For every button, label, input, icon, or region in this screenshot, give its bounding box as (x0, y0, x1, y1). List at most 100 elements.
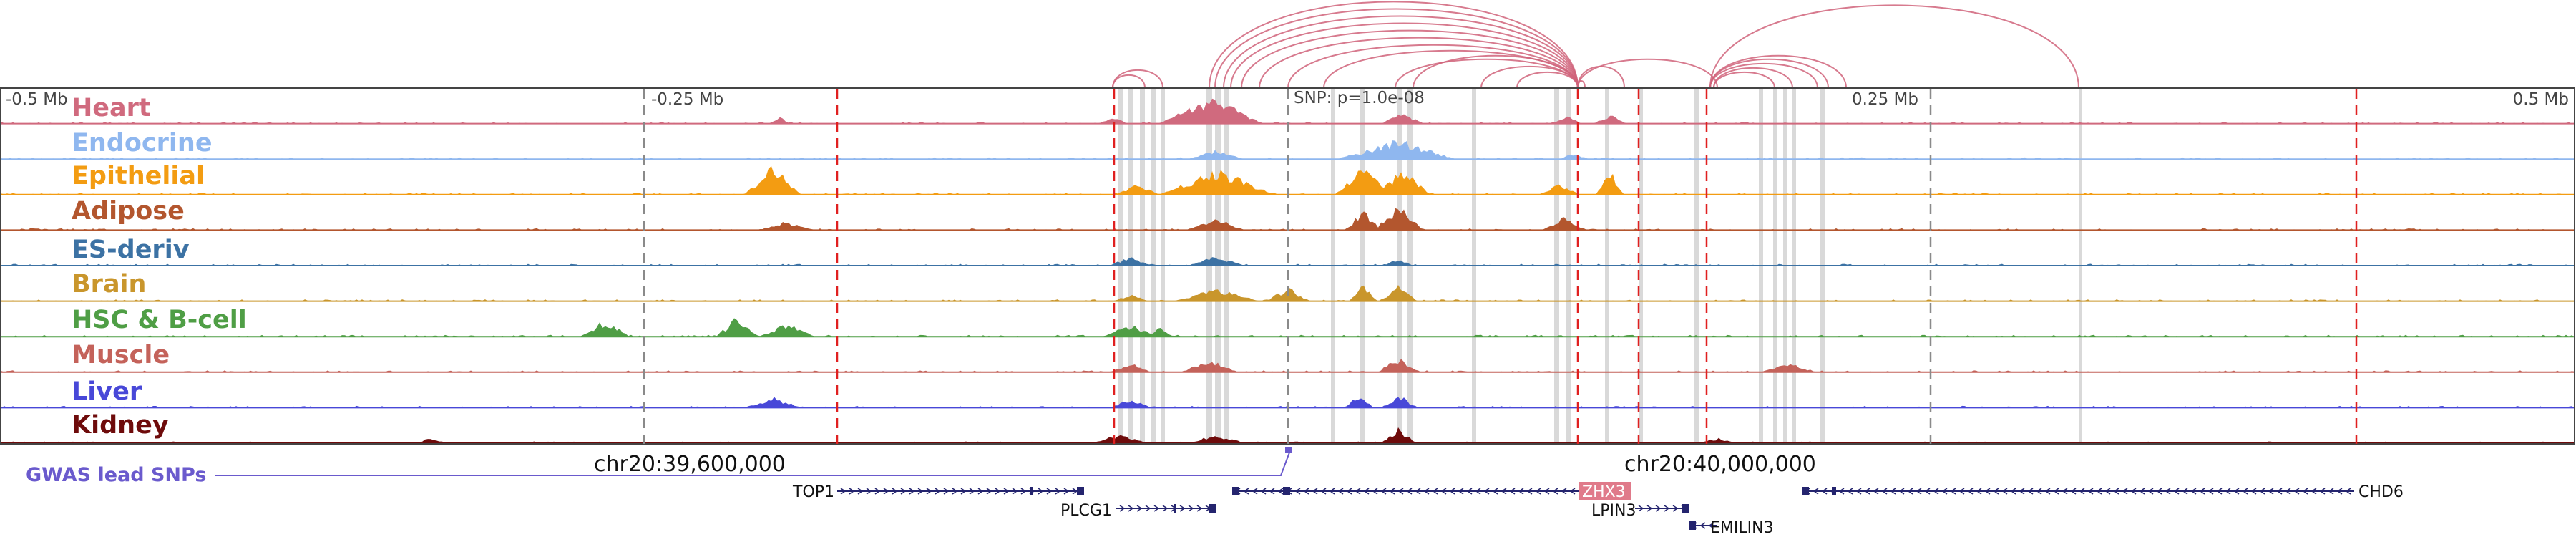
strand-arrow (1984, 488, 1991, 495)
strand-arrow (1569, 488, 1576, 495)
strand-arrow (1501, 488, 1507, 495)
strand-arrow (2070, 488, 2077, 495)
chromatin-loop (1241, 29, 1579, 89)
strand-arrow (1153, 505, 1160, 512)
strand-arrow (2044, 488, 2051, 495)
strand-arrow (1406, 488, 1413, 495)
gene-exon (1077, 487, 1084, 495)
strand-arrow (2104, 488, 2111, 495)
strand-arrow (1363, 488, 1370, 495)
strand-arrow (2027, 488, 2034, 495)
chromatin-loop (1230, 22, 1579, 89)
strand-arrow (2010, 488, 2016, 495)
strand-arrow (1492, 488, 1498, 495)
chromatin-loop (1413, 54, 1579, 89)
strand-arrow (1890, 488, 1896, 495)
strand-arrow (1260, 488, 1267, 495)
strand-arrow (874, 488, 881, 495)
strand-arrow (1543, 488, 1550, 495)
strand-arrow (1993, 488, 1999, 495)
chromatin-loop (1112, 69, 1163, 89)
strand-arrow (1397, 488, 1404, 495)
snp-pvalue-label: SNP: p=1.0e-08 (1294, 89, 1425, 107)
strand-arrow (866, 488, 872, 495)
strand-arrow (1708, 522, 1714, 529)
strand-arrow (1526, 488, 1533, 495)
strand-arrow (2259, 488, 2265, 495)
strand-arrow (1372, 488, 1378, 495)
strand-arrow (2302, 488, 2308, 495)
strand-arrow (892, 488, 898, 495)
strand-arrow (849, 488, 855, 495)
chromatin-loop (1223, 15, 1579, 89)
strand-arrow (1423, 488, 1430, 495)
strand-arrow (840, 488, 847, 495)
strand-arrow (1638, 505, 1644, 512)
strand-arrow (1813, 488, 1819, 495)
strand-arrow (1483, 488, 1490, 495)
gene-exon (1232, 487, 1239, 495)
strand-arrow (1449, 488, 1455, 495)
strand-arrow (1020, 488, 1027, 495)
track-label-endocrine: Endocrine (72, 129, 213, 158)
strand-arrow (2207, 488, 2214, 495)
strand-arrow (2225, 488, 2231, 495)
strand-arrow (1320, 488, 1327, 495)
strand-arrow (1672, 505, 1679, 512)
strand-arrow (1380, 488, 1387, 495)
genomic-coordinates: chr20:39,600,000 chr20:40,000,000 (594, 452, 1816, 477)
strand-arrow (1864, 488, 1870, 495)
coordinate-right: chr20:40,000,000 (1624, 452, 1816, 477)
strand-arrow (1518, 488, 1524, 495)
strand-arrow (1196, 505, 1203, 512)
strand-arrow (1389, 488, 1395, 495)
axis-q1-label: -0.25 Mb (651, 90, 723, 109)
strand-arrow (2250, 488, 2257, 495)
strand-arrow (1509, 488, 1516, 495)
strand-arrow (1312, 488, 1318, 495)
strand-arrow (935, 488, 941, 495)
strand-arrow (1294, 488, 1301, 495)
gene-exon (1832, 487, 1836, 495)
track-label-epithelial: Epithelial (72, 162, 205, 190)
strand-arrow (2122, 488, 2128, 495)
strand-arrow (1933, 488, 1939, 495)
axis-left-label: -0.5 Mb (6, 90, 68, 109)
strand-arrow (1898, 488, 1905, 495)
strand-arrow (1699, 522, 1706, 529)
chromatin-loop (1516, 71, 1579, 89)
strand-arrow (1552, 488, 1558, 495)
strand-arrow (1838, 488, 1845, 495)
strand-arrow (2268, 488, 2274, 495)
strand-arrow (1941, 488, 1948, 495)
signal-track (1, 257, 2575, 266)
strand-arrow (960, 488, 967, 495)
strand-arrow (1535, 488, 1541, 495)
strand-arrow (2156, 488, 2162, 495)
snp-lines (643, 89, 2358, 444)
track-labels: Heart Endocrine Epithelial Adipose ES-de… (72, 94, 247, 440)
strand-arrow (2242, 488, 2248, 495)
track-label-es-deriv: ES-deriv (72, 236, 190, 264)
track-label-brain: Brain (72, 270, 146, 299)
strand-arrow (2285, 488, 2291, 495)
track-label-liver: Liver (72, 377, 142, 406)
gene-exon (1283, 487, 1290, 495)
coordinate-left: chr20:39,600,000 (594, 452, 786, 477)
chromatin-loops (1112, 1, 2079, 89)
axis-q3-label: 0.25 Mb (1852, 90, 1918, 109)
strand-arrow (2079, 488, 2085, 495)
strand-arrow (2001, 488, 2008, 495)
gene-exon (1689, 521, 1696, 530)
strand-arrow (1119, 505, 1126, 512)
strand-arrow (2087, 488, 2094, 495)
gene-label-chd6: CHD6 (2358, 483, 2404, 501)
strand-arrow (909, 488, 915, 495)
gene-exon (1682, 504, 1689, 513)
strand-arrow (2019, 488, 2025, 495)
axis-labels: -0.5 Mb -0.25 Mb SNP: p=1.0e-08 0.25 Mb … (6, 89, 2569, 109)
strand-arrow (2311, 488, 2317, 495)
strand-arrow (1329, 488, 1335, 495)
strand-arrow (1976, 488, 1982, 495)
chromatin-loop (1112, 74, 1146, 89)
